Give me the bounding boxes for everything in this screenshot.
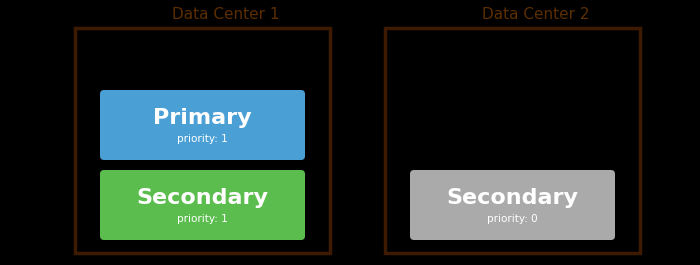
FancyBboxPatch shape bbox=[410, 170, 615, 240]
Text: priority: 1: priority: 1 bbox=[177, 214, 228, 224]
Text: Secondary: Secondary bbox=[136, 188, 269, 208]
Text: Secondary: Secondary bbox=[447, 188, 578, 208]
Text: priority: 0: priority: 0 bbox=[487, 214, 538, 224]
Text: Data Center 1: Data Center 1 bbox=[172, 7, 279, 22]
FancyBboxPatch shape bbox=[100, 170, 305, 240]
Text: Data Center 2: Data Center 2 bbox=[482, 7, 589, 22]
FancyBboxPatch shape bbox=[100, 90, 305, 160]
Text: Primary: Primary bbox=[153, 108, 252, 128]
Bar bbox=[75, 28, 330, 253]
Text: priority: 1: priority: 1 bbox=[177, 134, 228, 144]
Bar bbox=[385, 28, 640, 253]
